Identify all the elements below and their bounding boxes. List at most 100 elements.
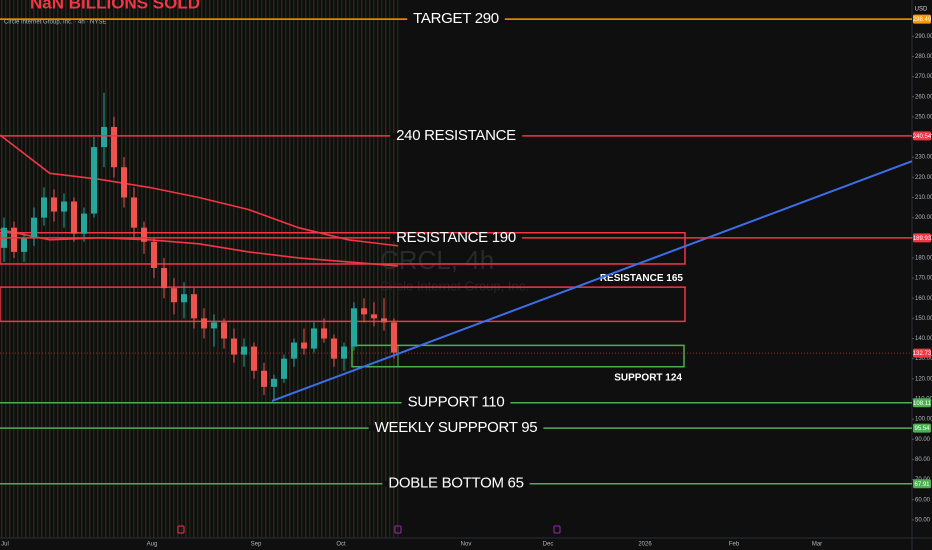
candle-body — [221, 322, 227, 339]
stripe — [261, 0, 263, 538]
stripe — [97, 0, 99, 538]
price-tag-label: 298.49 — [913, 17, 932, 23]
y-tick-label: 270.00 — [915, 74, 932, 80]
level-label-bg — [368, 425, 544, 432]
stripe — [389, 0, 391, 538]
candle-body — [251, 346, 257, 371]
level-label-bg — [407, 16, 505, 23]
candle-body — [331, 338, 337, 359]
zone-label: RESISTANCE 165 — [600, 273, 684, 284]
price-tag — [913, 233, 931, 243]
stripe — [357, 0, 359, 538]
stripe — [325, 0, 327, 538]
stripe — [329, 0, 331, 538]
stripe — [157, 0, 159, 538]
stripe — [393, 0, 395, 538]
event-marker — [553, 525, 561, 534]
stripe — [37, 0, 39, 538]
stripe — [145, 0, 147, 538]
stripe — [257, 0, 259, 538]
candle-body — [371, 314, 377, 319]
price-tag — [913, 398, 931, 408]
level-label: DOBLE BOTTOM 65 — [388, 475, 523, 492]
y-tick-label: 140.00 — [915, 336, 932, 342]
stripe — [237, 0, 239, 538]
stripe — [53, 0, 55, 538]
level-label-bg — [390, 234, 522, 241]
x-tick-label: Nov — [461, 542, 472, 548]
stripe — [221, 0, 223, 538]
stripe — [373, 0, 375, 538]
stripe — [245, 0, 247, 538]
stripe — [85, 0, 87, 538]
stripe — [101, 0, 103, 538]
candle-body — [271, 378, 277, 387]
stripe — [29, 0, 31, 538]
y-tick-label: 130.00 — [915, 356, 932, 362]
stripe — [233, 0, 235, 538]
candle-body — [301, 342, 307, 349]
moving-average — [0, 134, 399, 247]
y-tick-label: 210.00 — [915, 195, 932, 201]
y-tick-label: 100.00 — [915, 417, 932, 423]
y-tick-label: 180.00 — [915, 255, 932, 261]
stripe — [353, 0, 355, 538]
stripe — [33, 0, 35, 538]
stripe — [181, 0, 183, 538]
y-tick-label: 160.00 — [915, 296, 932, 302]
stripe — [249, 0, 251, 538]
candle-body — [281, 358, 287, 379]
y-tick-label: 280.00 — [915, 54, 932, 60]
candle-body — [211, 322, 217, 329]
stripe — [313, 0, 315, 538]
stripe — [277, 0, 279, 538]
stripe — [61, 0, 63, 538]
stripe — [317, 0, 319, 538]
watermark-subtitle: Circle Internet Group, Inc. — [380, 278, 529, 293]
price-tag-label: 132.73 — [913, 351, 932, 357]
y-tick-label: 80.00 — [915, 457, 931, 463]
x-tick-label: Dec — [543, 542, 554, 548]
zone-inner — [351, 344, 399, 368]
price-tag-label: 189.93 — [913, 236, 932, 242]
y-tick-label: 220.00 — [915, 175, 932, 181]
stripe — [1, 0, 3, 538]
y-tick-label: 90.00 — [915, 437, 931, 443]
y-tick-label: 50.00 — [915, 517, 931, 523]
price-tag — [913, 479, 931, 489]
stripe — [121, 0, 123, 538]
zone — [0, 231, 686, 265]
candle-body — [81, 213, 87, 234]
moving-average — [0, 228, 399, 267]
stripe — [301, 0, 303, 538]
stripe — [361, 0, 363, 538]
stripe — [137, 0, 139, 538]
stripe — [333, 0, 335, 538]
candle-body — [41, 197, 47, 218]
x-tick-label: 2026 — [638, 542, 652, 548]
stripe — [169, 0, 171, 538]
stripe — [21, 0, 23, 538]
stripe — [177, 0, 179, 538]
stripe — [25, 0, 27, 538]
watermark: CRCL, 4h — [380, 245, 494, 275]
stripe — [397, 0, 399, 538]
x-tick-label: Mar — [812, 542, 822, 548]
candle-body — [381, 318, 387, 323]
candle-body — [71, 201, 77, 234]
stripe — [117, 0, 119, 538]
stripe — [9, 0, 11, 538]
candle-body — [91, 147, 97, 214]
stripe — [265, 0, 267, 538]
stripe — [297, 0, 299, 538]
zone-label: SUPPORT 124 — [614, 372, 682, 383]
stripe — [45, 0, 47, 538]
stripe — [349, 0, 351, 538]
price-tag-label: 67.91 — [914, 482, 930, 488]
stripe — [309, 0, 311, 538]
candle-body — [21, 237, 27, 252]
stripe — [289, 0, 291, 538]
level-label-bg — [390, 132, 523, 139]
